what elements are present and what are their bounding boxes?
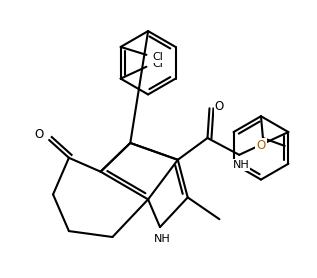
Text: Cl: Cl — [153, 52, 164, 62]
Text: O: O — [215, 100, 224, 113]
Text: O: O — [35, 128, 44, 141]
Text: NH: NH — [233, 160, 249, 170]
Text: O: O — [256, 140, 266, 152]
Text: NH: NH — [154, 234, 170, 244]
Text: Cl: Cl — [153, 59, 164, 69]
